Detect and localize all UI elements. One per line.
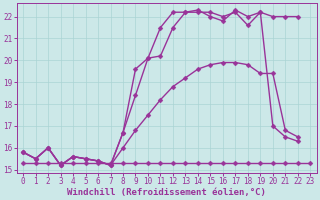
X-axis label: Windchill (Refroidissement éolien,°C): Windchill (Refroidissement éolien,°C) [67,188,266,197]
